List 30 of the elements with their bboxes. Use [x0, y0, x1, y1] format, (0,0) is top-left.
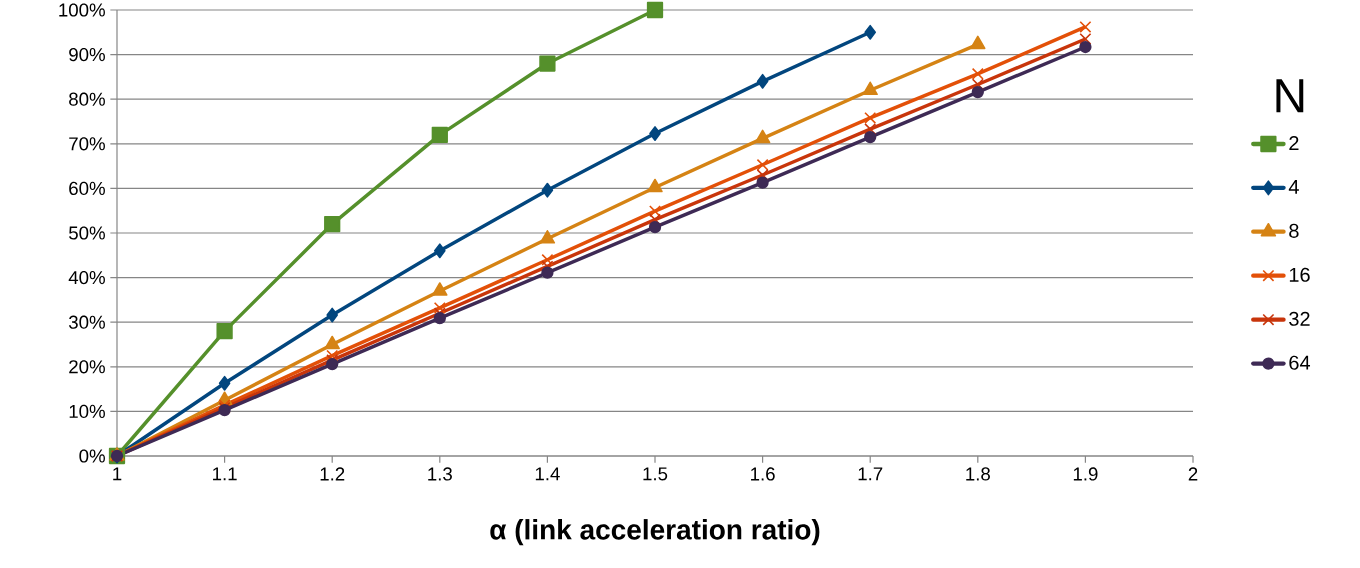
x-tick-label: 1.6: [751, 467, 775, 481]
x-tick-label: 2: [1188, 467, 1198, 481]
legend-label: 16: [1289, 267, 1310, 282]
legend-label: 4: [1288, 179, 1299, 194]
x-tick-label: 1.3: [428, 467, 452, 481]
y-tick-label: 10%: [69, 404, 105, 419]
x-tick-label: 1.1: [213, 467, 237, 481]
legend-label: 8: [1289, 223, 1299, 238]
x-tick-label: 1.7: [858, 467, 883, 481]
y-tick-label: 30%: [68, 315, 105, 329]
legend-label: 2: [1289, 136, 1299, 150]
y-tick-label: 70%: [69, 137, 105, 151]
y-tick-label: 60%: [69, 181, 105, 196]
y-tick-label: 20%: [69, 360, 105, 374]
legend-title: N: [1276, 79, 1304, 113]
x-tick-label: 1.2: [320, 467, 345, 481]
x-axis-title: α (link acceleration ratio): [490, 519, 820, 546]
x-tick-label: 1: [113, 467, 122, 481]
y-tick-label: 100%: [59, 3, 105, 17]
x-tick-label: 1.9: [1073, 467, 1098, 481]
y-tick-label: 90%: [69, 47, 105, 62]
x-tick-label: 1.4: [535, 467, 560, 481]
x-tick-label: 1.5: [643, 467, 668, 481]
x-tick-label: 1.8: [966, 467, 990, 481]
y-tick-label: 0%: [79, 449, 105, 463]
y-tick-label: 40%: [68, 270, 105, 285]
legend-label: 32: [1289, 311, 1310, 326]
legend-label: 64: [1289, 355, 1311, 370]
y-tick-label: 50%: [69, 226, 105, 240]
y-tick-label: 80%: [69, 92, 105, 106]
